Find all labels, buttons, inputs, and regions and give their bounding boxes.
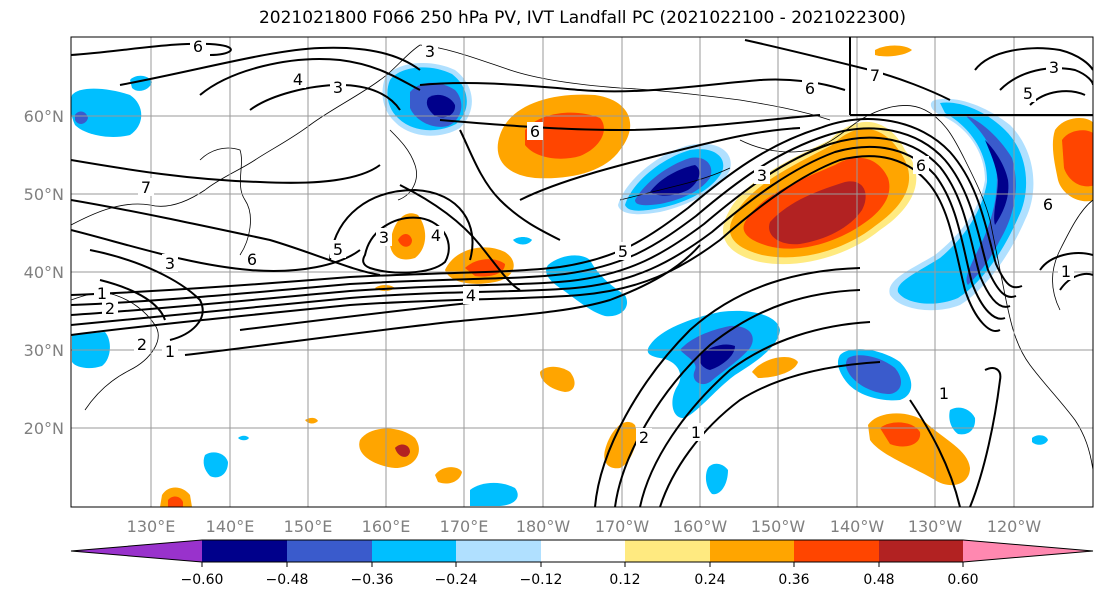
- contour-label: 1: [691, 423, 701, 442]
- lat-label: 20°N: [24, 419, 64, 438]
- contour-label: 3: [333, 78, 343, 97]
- colorbar-extend-high: [963, 540, 1093, 562]
- contour-label: 3: [1049, 58, 1059, 77]
- contour-label: 4: [466, 286, 476, 305]
- map-frame: [70, 36, 1094, 508]
- colorbar-ticks: [201, 562, 964, 567]
- colorbar-extend-low: [71, 540, 202, 562]
- colorbar-segment: [287, 540, 372, 562]
- lon-label: 170°E: [440, 517, 489, 536]
- contour-label: 3: [757, 166, 767, 185]
- colorbar-tick-label: 0.36: [778, 572, 809, 588]
- lon-label: 150°W: [751, 517, 806, 536]
- colorbar-tick-label: −0.60: [181, 572, 224, 588]
- contour-label: 3: [165, 254, 175, 273]
- contour-label: 1: [97, 284, 107, 303]
- colorbar-tick-label: −0.24: [435, 572, 478, 588]
- lon-label: 160°E: [362, 517, 411, 536]
- contour-label: 7: [870, 66, 880, 85]
- shade-positive-nw: [1052, 118, 1093, 202]
- shade-positive-gulf: [723, 121, 917, 265]
- contour-label: 4: [431, 226, 441, 245]
- lon-label: 150°E: [284, 517, 333, 536]
- colorbar-segment: [794, 540, 879, 562]
- pv-contours: [71, 37, 1093, 507]
- contour-label: 6: [193, 37, 203, 56]
- contour-label: 6: [805, 79, 815, 98]
- contour-label: 6: [916, 156, 926, 175]
- contour-label: 3: [379, 228, 389, 247]
- colorbar-tick-label: 0.24: [694, 572, 725, 588]
- colorbar-segments: [71, 540, 1093, 562]
- lat-label: 60°N: [24, 107, 64, 126]
- colorbar-segment: [625, 540, 710, 562]
- colorbar-segment: [456, 540, 541, 562]
- contour-labels: 6 3 4 3 6 7 3 6 3 6 7 5 3 4: [94, 37, 1074, 447]
- contour-label: 1: [1061, 262, 1071, 281]
- colorbar-tick-label: −0.36: [351, 572, 394, 588]
- lon-label: 130°E: [127, 517, 176, 536]
- contour-label: 1: [165, 342, 175, 361]
- lon-label: 140°E: [206, 517, 255, 536]
- colorbar-tick-label: −0.12: [520, 572, 563, 588]
- contour-label: 5: [1023, 84, 1033, 103]
- lat-label: 30°N: [24, 341, 64, 360]
- lon-label: 120°W: [987, 517, 1042, 536]
- colorbar-tick-label: 0.48: [863, 572, 894, 588]
- contour-label: 2: [137, 335, 147, 354]
- lat-label: 40°N: [24, 263, 64, 282]
- coastlines: [71, 44, 1093, 471]
- contour-label: 2: [639, 428, 649, 447]
- lat-axis: 60°N 50°N 40°N 30°N 20°N: [24, 107, 64, 438]
- contour-label: 3: [425, 42, 435, 61]
- lon-axis: 130°E 140°E 150°E 160°E 170°E 180°W 170°…: [127, 517, 1042, 536]
- lon-label: 170°W: [595, 517, 650, 536]
- map-title: 2021021800 F066 250 hPa PV, IVT Landfall…: [258, 8, 906, 28]
- contour-label: 5: [333, 240, 343, 259]
- contour-label: 6: [247, 250, 257, 269]
- lon-label: 140°W: [830, 517, 885, 536]
- contour-label: 1: [939, 384, 949, 403]
- contour-label: 5: [618, 242, 628, 261]
- shade-positive-misc: [160, 45, 970, 507]
- colorbar-segment: [879, 540, 963, 562]
- contour-label: 2: [105, 299, 115, 318]
- colorbar-segment: [710, 540, 794, 562]
- lon-label: 160°W: [673, 517, 728, 536]
- contour-label: 6: [1043, 195, 1053, 214]
- contour-label: 6: [530, 122, 540, 141]
- shade-negative-aleutian: [618, 143, 731, 215]
- colorbar-segment: [372, 540, 456, 562]
- contour-label: 7: [141, 178, 151, 197]
- contour-label: 4: [293, 70, 303, 89]
- colorbar: −0.60 −0.48 −0.36 −0.24 −0.12 0.12 0.24 …: [70, 539, 1094, 588]
- lat-label: 50°N: [24, 185, 64, 204]
- lon-label: 180°W: [516, 517, 571, 536]
- colorbar-segment: [541, 540, 625, 562]
- colorbar-segment: [202, 540, 287, 562]
- lon-label: 130°W: [908, 517, 963, 536]
- colorbar-tick-label: 0.60: [947, 572, 978, 588]
- colorbar-tick-label: 0.12: [609, 572, 640, 588]
- shading-layer: [71, 45, 1093, 507]
- colorbar-tick-label: −0.48: [266, 572, 309, 588]
